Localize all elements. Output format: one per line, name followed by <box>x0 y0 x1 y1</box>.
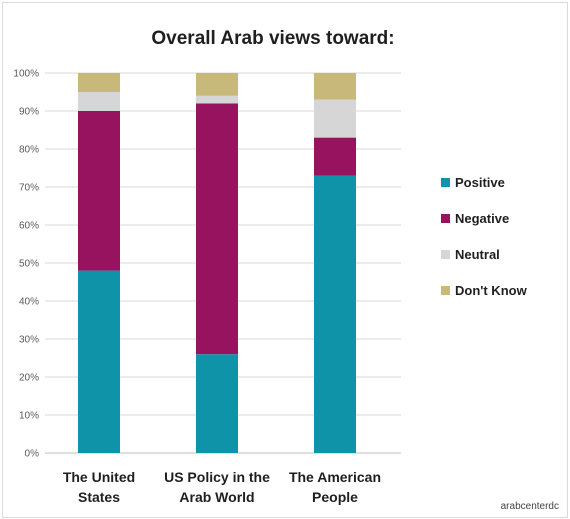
bar-segment-neutral <box>78 92 120 111</box>
y-tick-label: 50% <box>19 259 39 270</box>
chart-title: Overall Arab views toward: <box>151 28 394 49</box>
y-tick-label: 10% <box>19 411 39 422</box>
legend-swatch <box>441 214 450 223</box>
legend-label: Neutral <box>455 247 500 262</box>
legend-swatch <box>441 178 450 187</box>
y-tick-label: 80% <box>19 145 39 156</box>
bar-segment-don-t-know <box>78 73 120 92</box>
bar-segment-neutral <box>314 99 356 138</box>
bar-segment-positive <box>196 354 238 453</box>
bar-segment-negative <box>314 137 356 176</box>
y-tick-label: 70% <box>19 183 39 194</box>
legend-swatch <box>441 286 450 295</box>
bar-segment-negative <box>196 103 238 355</box>
bar-segment-don-t-know <box>196 73 238 96</box>
bar-segment-don-t-know <box>314 73 356 100</box>
axes: 0% 10% 20% 30% 40% 50% 60% 70% 80% 90% 100% The Uni… <box>13 69 381 506</box>
bars <box>78 73 356 453</box>
stacked-bar-chart: 0% 10% 20% 30% 40% 50% 60% 70% 80% 90% 100% The Uni… <box>13 28 528 506</box>
y-tick-label: 40% <box>19 297 39 308</box>
bar-segment-positive <box>78 270 120 453</box>
watermark: arabcenterdc <box>500 501 559 512</box>
bar-segment-negative <box>78 111 120 271</box>
y-tick-label: 20% <box>19 373 39 384</box>
bar-segment-neutral <box>196 95 238 104</box>
y-tick-label: 30% <box>19 335 39 346</box>
y-tick-label: 60% <box>19 221 39 232</box>
y-tick-label: 0% <box>25 449 40 460</box>
legend-swatch <box>441 250 450 259</box>
legend-label: Positive <box>455 175 505 190</box>
x-category-label: The American People <box>289 469 381 505</box>
x-category-label: US Policy in the Arab World <box>164 469 270 505</box>
legend: Positive Negative Neutral Don't Know <box>441 175 528 298</box>
bar-segment-positive <box>314 175 356 453</box>
y-tick-label: 100% <box>13 69 39 80</box>
legend-label: Negative <box>455 211 509 226</box>
x-category-label: The United States <box>63 469 135 505</box>
y-tick-label: 90% <box>19 107 39 118</box>
legend-label: Don't Know <box>455 283 528 298</box>
